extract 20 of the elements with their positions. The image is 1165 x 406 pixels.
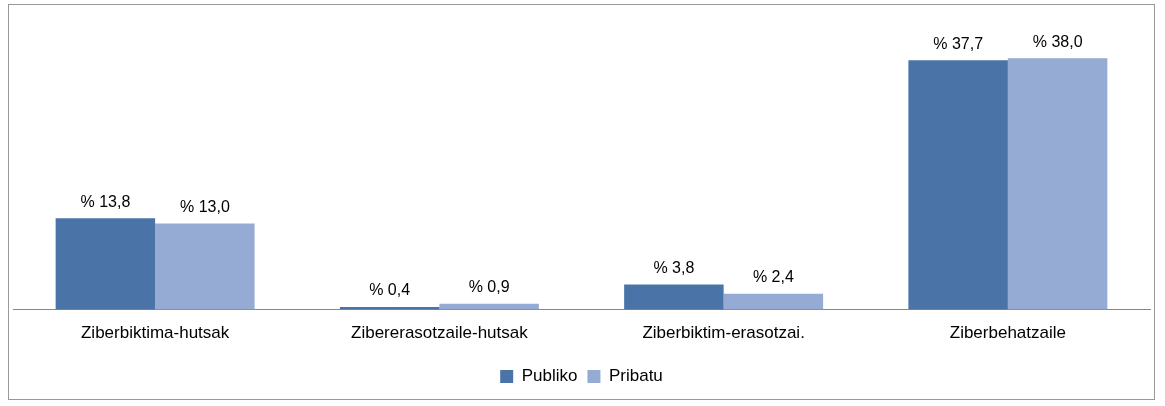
- data-label: % 0,4: [369, 281, 411, 299]
- bar: [155, 223, 255, 310]
- bar: [723, 293, 824, 310]
- x-tick-label: Zibererasotzaile-hutsak: [351, 323, 529, 343]
- bar: [908, 60, 1008, 310]
- bar: [55, 218, 156, 310]
- data-label: % 3,8: [653, 258, 695, 276]
- data-label: % 13,8: [80, 192, 131, 210]
- bar: [624, 284, 724, 310]
- x-tick-label: Ziberbiktima-hutsak: [80, 323, 230, 343]
- legend-label: Pribatu: [608, 366, 663, 386]
- legend-label: Publiko: [521, 366, 578, 386]
- data-label: % 37,7: [933, 34, 984, 52]
- x-tick-label: Ziberbiktim-erasotzai.: [642, 323, 805, 343]
- data-label: % 0,9: [468, 278, 510, 296]
- data-label: % 38,0: [1032, 32, 1083, 50]
- data-label: % 2,4: [752, 268, 794, 286]
- data-label: % 13,0: [179, 198, 230, 216]
- bar: [1007, 58, 1108, 310]
- x-tick-label: Ziberbehatzaile: [949, 323, 1066, 343]
